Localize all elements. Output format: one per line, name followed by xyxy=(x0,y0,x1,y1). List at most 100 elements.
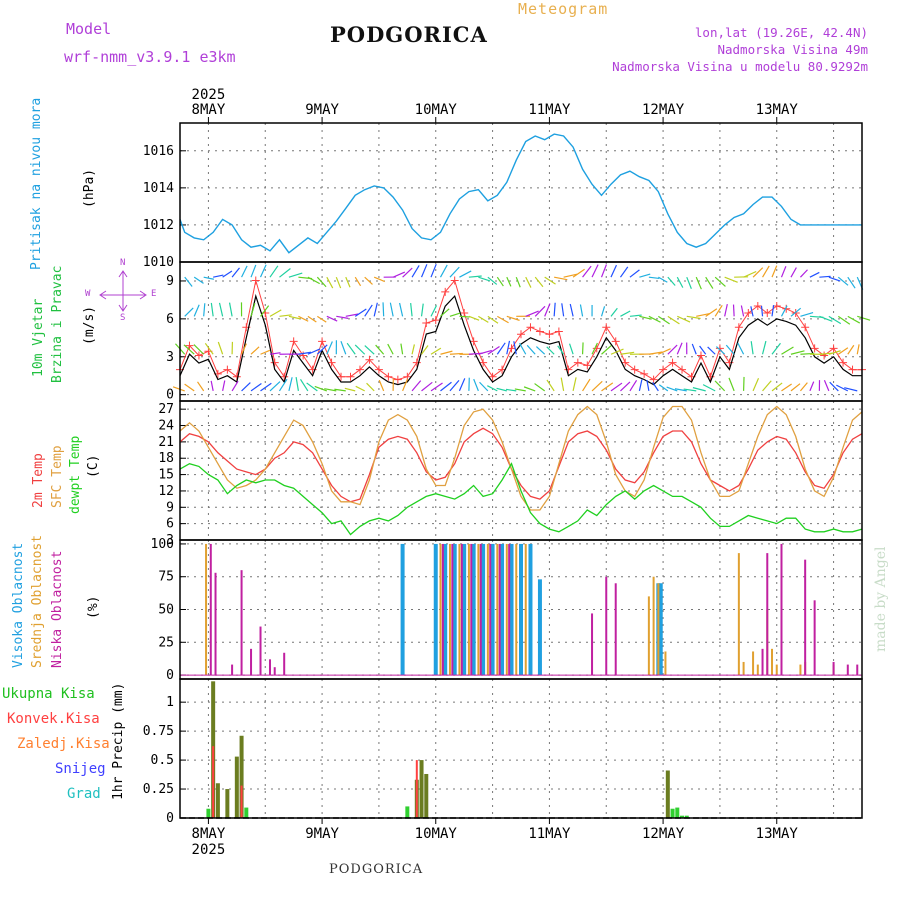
elevation-label: Nadmorska Visina 49m xyxy=(717,42,868,57)
wind-barb xyxy=(601,345,612,355)
mid-cloud-bar xyxy=(467,543,470,676)
wind-gust-marker xyxy=(374,365,383,374)
wind-barb xyxy=(828,276,841,282)
wind-barb xyxy=(307,276,320,285)
wind-barb xyxy=(218,302,224,317)
pressure-line xyxy=(179,133,862,254)
wind-gust-marker xyxy=(327,358,336,367)
wind-barb xyxy=(204,342,214,355)
wind-gust-marker xyxy=(649,375,658,384)
compass-n: N xyxy=(120,258,126,268)
high-cloud-bar xyxy=(462,543,467,676)
wind-barb xyxy=(298,315,309,322)
wind-barb xyxy=(526,344,536,355)
mid-cloud-bar xyxy=(647,596,650,676)
mid-cloud-bar xyxy=(799,664,802,676)
wind-barb xyxy=(819,315,833,322)
wind-barb xyxy=(761,340,767,355)
wind-barb xyxy=(299,379,309,392)
wind-barb xyxy=(228,302,233,317)
compass-s: S xyxy=(120,313,126,323)
wind-barb xyxy=(568,343,574,355)
dewpt-temp-line xyxy=(179,462,863,536)
wind-barb xyxy=(354,344,366,355)
wind-barb xyxy=(732,304,735,317)
bottom-day-label: 9MAY xyxy=(305,826,339,842)
wind-barb xyxy=(829,381,839,392)
wind-barb xyxy=(459,315,470,318)
wind-barb xyxy=(316,276,327,288)
wind-barb xyxy=(497,315,509,324)
wind-barb xyxy=(724,304,728,317)
wind-gust-marker xyxy=(517,330,525,339)
wind-barb xyxy=(402,267,413,278)
wind-barb xyxy=(534,276,544,288)
wind-barb xyxy=(387,343,394,355)
y-tick-label: 0 xyxy=(166,388,174,403)
wind-gust-marker xyxy=(479,358,488,367)
wind-barb xyxy=(707,346,716,355)
wind-barb xyxy=(440,308,450,317)
wind-gust-marker xyxy=(640,369,649,378)
y-tick-label: 25 xyxy=(158,635,174,650)
wind-barb xyxy=(421,381,433,392)
wind-barb xyxy=(705,308,718,317)
low-cloud-bar xyxy=(614,583,617,676)
wind-barb xyxy=(561,303,565,317)
wind-gust-marker xyxy=(763,309,772,318)
conv-precip-bar xyxy=(240,785,243,818)
legend-hail: Grad xyxy=(67,786,101,802)
y-tick-label: 1014 xyxy=(143,181,174,196)
wind-barb xyxy=(702,384,716,392)
wind-barb xyxy=(496,342,506,355)
y-tick-label: 3 xyxy=(166,533,174,548)
legend-frozen-precip: Zaledj.Kisa xyxy=(17,736,110,752)
top-year-label: 2025 xyxy=(192,87,226,103)
wind-barb xyxy=(847,344,855,355)
wind-barb xyxy=(184,383,195,392)
wind-barb xyxy=(496,387,507,392)
wind-gust-marker xyxy=(744,309,753,318)
wind-gust-marker xyxy=(460,309,469,318)
wind-barb xyxy=(241,343,247,355)
wind-barb xyxy=(847,276,856,289)
wind-barb xyxy=(790,383,801,392)
wind-barb xyxy=(513,341,517,355)
wind-barb xyxy=(197,381,205,392)
high-cloud-bar xyxy=(519,543,523,676)
wind-barb xyxy=(535,346,546,355)
wind-gust-marker xyxy=(583,361,592,370)
mid-cloud-bar xyxy=(652,576,655,676)
wind-barb xyxy=(799,269,808,278)
wind-barb xyxy=(847,315,861,324)
wind-barb xyxy=(591,380,603,392)
y-tick-label: 18 xyxy=(158,451,174,466)
bottom-day-label: 10MAY xyxy=(415,826,458,842)
made-by-credit: made by Angel xyxy=(873,546,889,653)
wind-barb xyxy=(366,382,375,392)
wind-barb xyxy=(400,343,404,355)
wind-barb xyxy=(326,276,334,289)
wind-barb xyxy=(790,307,802,317)
wind-barb xyxy=(210,380,214,392)
wind-barb xyxy=(364,345,375,355)
low-cloud-bar xyxy=(856,664,859,676)
wind-barb xyxy=(771,382,783,392)
wind-barb xyxy=(610,382,623,392)
wind-barb xyxy=(203,276,214,280)
wind-barb xyxy=(193,276,204,284)
compass-e: E xyxy=(151,289,157,299)
wind-barb xyxy=(691,343,697,355)
wind-barb xyxy=(487,385,498,392)
wind-gust-marker xyxy=(668,358,677,367)
total-precip-bar xyxy=(234,756,239,818)
wind-barb xyxy=(591,342,598,355)
wind-barb xyxy=(582,378,591,392)
wind-barb xyxy=(210,302,214,317)
total-precip-bar xyxy=(215,783,220,818)
wind-barb xyxy=(737,342,745,355)
y-tick-label: 9 xyxy=(166,274,174,289)
top-day-label: 12MAY xyxy=(642,102,685,118)
wind-barb xyxy=(213,274,224,278)
wind-speed-line xyxy=(179,293,862,386)
